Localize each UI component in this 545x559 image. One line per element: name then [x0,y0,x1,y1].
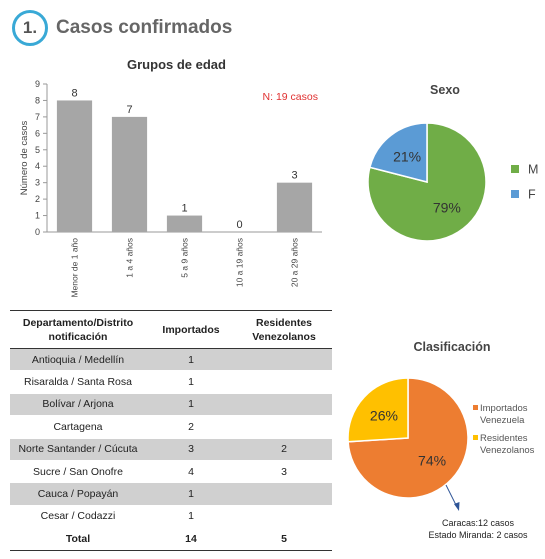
cell-residentes [236,370,332,394]
classification-chart-title: Clasificación [413,340,490,354]
age-group-bar-chart: Grupos de edad Número de casos 0 1 2 3 4 5 6 7 8 9 8… [19,57,322,298]
table-row: Norte Santander / Cúcuta 3 2 [10,438,332,461]
legend-label-line: Residentes [480,433,528,444]
table-row: Sucre / San Onofre 4 3 [10,460,332,484]
cell-importados: 1 [146,482,236,506]
y-tick-label: 8 [35,95,40,105]
legend-swatch [473,435,478,440]
data-label: 3 [291,170,297,182]
cell-departamento: Sucre / San Onofre [10,460,146,484]
cell-importados: 3 [146,438,236,461]
cell-departamento: Cesar / Codazzi [10,505,146,529]
y-tick-label: 3 [35,178,40,188]
x-tick-label: 5 a 9 años [180,238,190,278]
annotation-text: Caracas:12 casos [442,518,515,528]
annotation-arrow-head [454,502,460,511]
table-row: Cauca / Popayán 1 [10,482,332,506]
cell-residentes [236,415,332,439]
cell-residentes [236,505,332,529]
cell-importados: 1 [146,370,236,394]
legend-label-line: Venezuela [480,415,525,426]
bar-chart-title: Grupos de edad [127,57,226,72]
data-label: 1 [181,203,187,215]
y-axis-label: Número de casos [19,121,30,196]
slice-value-label: 79% [433,200,461,216]
legend-swatch [473,405,478,410]
cell-residentes: 2 [236,438,332,461]
cell-importados: 1 [146,393,236,417]
table-row: Cartagena 2 [10,415,332,439]
data-label: 7 [126,104,132,116]
sample-size-note: N: 19 casos [263,91,318,103]
legend-swatch [511,190,519,198]
table-row: Antioquia / Medellín 1 [10,348,332,372]
cell-importados: 4 [146,460,236,484]
total-label: Total [10,527,146,551]
pie-slice [347,377,409,443]
cell-departamento: Risaralda / Santa Rosa [10,370,146,394]
cell-departamento: Cauca / Popayán [10,482,146,506]
y-tick-label: 6 [35,128,40,138]
total-residentes: 5 [236,527,332,551]
x-tick-label: 10 a 19 años [235,238,245,287]
cell-departamento: Norte Santander / Cúcuta [10,438,146,461]
y-tick-label: 1 [35,211,40,221]
table-row: Cesar / Codazzi 1 [10,505,332,529]
section-header: 1. Casos confirmados [12,10,232,46]
table-row: Bolívar / Arjona 1 [10,393,332,417]
legend-label-line: Venezolanos [480,445,535,456]
cell-departamento: Cartagena [10,415,146,439]
header-importados: Importados [146,310,236,349]
y-tick-label: 2 [35,194,40,204]
slice-value-label: 74% [418,453,446,469]
slice-value-label: 21% [393,148,421,164]
legend-label: M [528,163,538,177]
data-label: 8 [71,87,77,99]
slice-value-label: 26% [370,407,398,423]
y-tick-label: 7 [35,112,40,122]
legend-label: F [528,188,536,202]
table-total-row: Total 14 5 [10,527,332,551]
annotation-arrow-line [445,484,458,508]
header-residentes: Residentes Venezolanos [236,310,332,349]
y-tick-label: 5 [35,145,40,155]
legend-swatch [511,165,519,173]
cell-importados: 1 [146,348,236,372]
x-tick-label: 1 a 4 años [125,238,135,278]
x-tick-label: Menor de 1 año [70,238,80,298]
cell-residentes: 3 [236,460,332,484]
cell-residentes [236,348,332,372]
cell-importados: 2 [146,415,236,439]
x-tick-label: 20 a 29 años [290,238,300,287]
cell-departamento: Bolívar / Arjona [10,393,146,417]
section-number-badge: 1. [12,10,48,46]
annotation-text: Estado Miranda: 2 casos [428,530,528,540]
sex-chart-title: Sexo [430,83,460,97]
bar [166,215,203,232]
section-number: 1. [22,18,38,37]
header-departamento: Departamento/Distrito notificación [10,310,146,349]
table-header-row: Departamento/Distrito notificación Impor… [10,310,332,349]
cell-departamento: Antioquia / Medellín [10,348,146,372]
bar [56,100,93,232]
y-tick-label: 0 [35,227,40,237]
cell-residentes [236,393,332,417]
pie-slice [368,122,428,183]
table-row: Risaralda / Santa Rosa 1 [10,370,332,394]
data-label: 0 [236,219,242,231]
department-table: Departamento/Distrito notificación Impor… [10,310,332,551]
sex-pie-chart: Sexo 79% 21% MF [367,83,538,242]
y-tick-label: 4 [35,161,40,171]
section-title: Casos confirmados [56,17,233,38]
cell-importados: 1 [146,505,236,529]
y-tick-label: 9 [35,79,40,89]
bar [111,116,148,232]
bar [276,182,313,232]
total-importados: 14 [146,527,236,551]
cell-residentes [236,482,332,506]
legend-label-line: Importados [480,403,528,414]
